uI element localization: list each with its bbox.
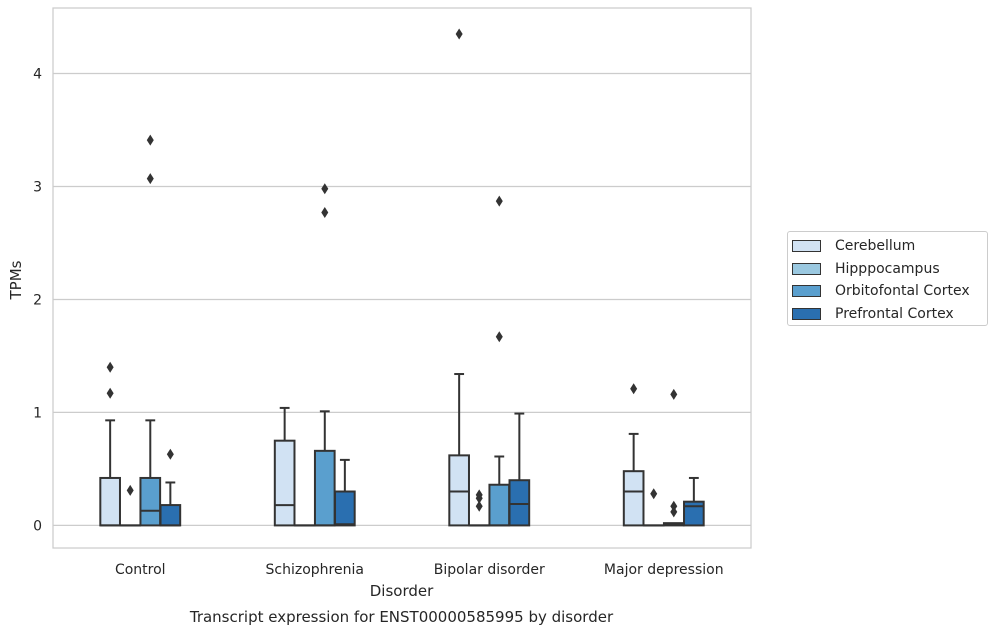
legend-label: Cerebellum xyxy=(835,238,916,255)
y-tick-label: 1 xyxy=(33,405,42,421)
box-hipppocampus xyxy=(642,488,665,527)
legend-label: Orbitofontal Cortex xyxy=(835,283,970,300)
outlier-point xyxy=(475,489,483,501)
box-body xyxy=(508,479,531,527)
legend-swatch xyxy=(792,307,821,320)
legend-item: Prefrontal Cortex xyxy=(788,303,987,326)
grid-lines xyxy=(53,72,751,527)
box-body xyxy=(334,490,356,527)
y-tick-labels: 0 1 2 3 4 xyxy=(33,67,42,535)
legend-swatch xyxy=(792,285,821,298)
box-prefrontal-cortex xyxy=(334,458,356,527)
outlier-point xyxy=(630,383,638,395)
legend-label: Prefrontal Cortex xyxy=(835,305,954,322)
box-body xyxy=(273,439,296,527)
box-cerebellum xyxy=(99,361,121,527)
box-cerebellum xyxy=(622,383,645,527)
box-prefrontal-cortex xyxy=(508,412,531,527)
box-body xyxy=(488,483,511,527)
x-axis-label: Disorder xyxy=(370,582,434,600)
box-prefrontal-cortex xyxy=(683,476,705,527)
outlier-point xyxy=(670,388,678,400)
box-body xyxy=(448,454,470,527)
legend-swatch xyxy=(792,262,821,275)
box-orbitofontal-cortex xyxy=(662,388,685,527)
legend-item: Orbitofontal Cortex xyxy=(788,280,987,303)
y-tick-label: 0 xyxy=(33,518,42,534)
box-cerebellum xyxy=(448,28,470,527)
box-orbitofontal-cortex xyxy=(488,195,511,527)
box-hipppocampus xyxy=(119,484,142,527)
legend-swatch xyxy=(792,240,821,253)
x-tick-label: Major depression xyxy=(604,562,724,578)
outlier-point xyxy=(670,500,678,512)
legend-item: Hipppocampus xyxy=(788,258,987,281)
outlier-point xyxy=(321,206,329,218)
box-body xyxy=(159,504,182,527)
box-prefrontal-cortex xyxy=(159,448,182,527)
legend: Cerebellum Hipppocampus Orbitofontal Corte… xyxy=(787,231,988,326)
outlier-point xyxy=(166,448,174,460)
outlier-point xyxy=(106,361,114,373)
box-hipppocampus xyxy=(468,489,491,527)
y-tick-label: 2 xyxy=(33,292,42,308)
outlier-point xyxy=(106,387,114,399)
y-tick-label: 3 xyxy=(33,179,42,195)
box-body xyxy=(139,476,162,527)
plot-area-frame xyxy=(52,7,752,549)
chart-title: Transcript expression for ENST0000058599… xyxy=(189,608,614,626)
box-body xyxy=(313,449,336,527)
box-groups xyxy=(99,28,705,527)
outlier-point xyxy=(146,173,154,185)
x-tick-label: Bipolar disorder xyxy=(434,562,545,578)
legend-label: Hipppocampus xyxy=(835,260,940,277)
box-orbitofontal-cortex xyxy=(313,183,336,527)
y-tick-label: 4 xyxy=(33,67,42,83)
outlier-point xyxy=(126,484,134,496)
legend-item: Cerebellum xyxy=(788,235,987,258)
box-body xyxy=(622,470,645,527)
outlier-point xyxy=(475,500,483,512)
outlier-point xyxy=(495,195,503,207)
y-axis-label: TPMs xyxy=(7,260,25,300)
outlier-point xyxy=(495,331,503,343)
box-orbitofontal-cortex xyxy=(139,134,162,527)
x-tick-label: Control xyxy=(115,562,166,578)
outlier-point xyxy=(650,488,658,500)
box-cerebellum xyxy=(273,406,296,527)
outlier-point xyxy=(670,506,678,518)
outlier-point xyxy=(321,183,329,195)
box-body xyxy=(99,476,121,527)
x-tick-label: Schizophrenia xyxy=(266,562,364,578)
outlier-point xyxy=(146,134,154,146)
x-tick-labels: Control Schizophrenia Bipolar disorder Majo… xyxy=(115,562,724,578)
outlier-point xyxy=(455,28,463,40)
